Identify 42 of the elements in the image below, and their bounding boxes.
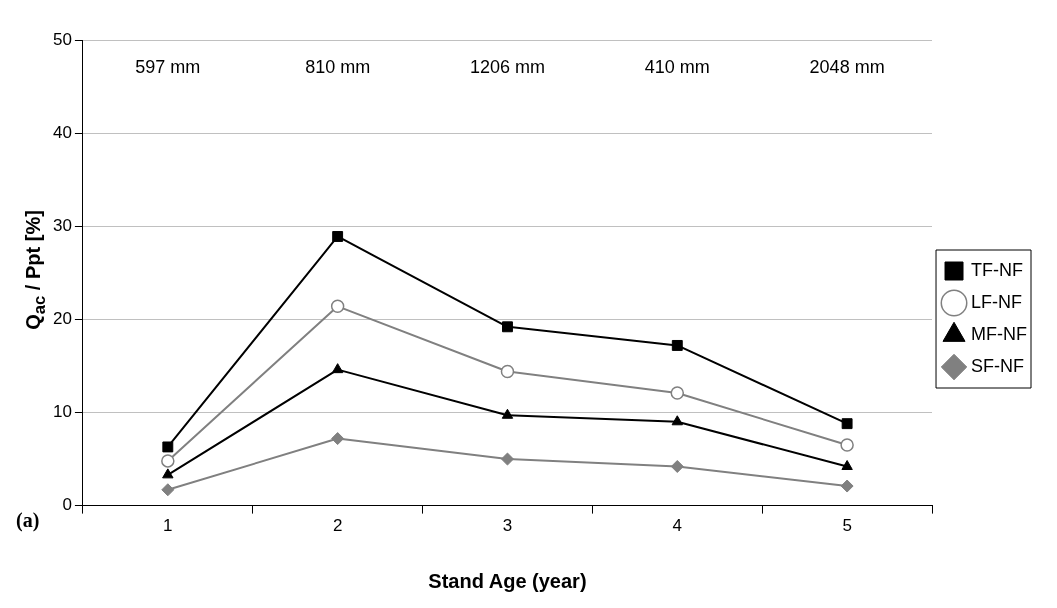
- point: [162, 441, 174, 453]
- point: [332, 231, 344, 242]
- legend-label: LF-NF: [971, 291, 1023, 312]
- point: [162, 468, 174, 479]
- annotation: 597 mm: [135, 56, 201, 77]
- x-axis-title: Stand Age (year): [428, 569, 587, 592]
- annotation: 2048 mm: [809, 56, 885, 77]
- point: [161, 483, 175, 497]
- text: (a): [16, 509, 40, 533]
- x-tick-label: 2: [332, 516, 343, 536]
- y-tick-label: 30: [52, 215, 72, 235]
- point: [161, 454, 175, 468]
- x-tick-label: 5: [842, 516, 852, 536]
- point: [840, 438, 854, 452]
- point: [671, 339, 683, 351]
- point: [670, 459, 684, 473]
- y-tick-label: 20: [52, 309, 72, 329]
- point: [841, 418, 853, 430]
- point: [501, 408, 514, 419]
- legend-label: SF-NF: [971, 355, 1025, 376]
- point: [840, 479, 854, 493]
- point: [841, 459, 853, 470]
- y-tick-label: 50: [52, 29, 72, 49]
- x-tick-label: 1: [163, 516, 173, 536]
- point: [670, 386, 685, 400]
- point: [331, 363, 344, 374]
- y-tick-label: 40: [52, 122, 72, 142]
- y-tick-label: 10: [52, 402, 72, 422]
- y-tick-label: 0: [62, 495, 72, 515]
- legend-label: MF-NF: [971, 323, 1028, 344]
- x-tick-label: 3: [502, 516, 513, 536]
- x-tick-label: 4: [672, 516, 683, 536]
- annotation: 410 mm: [644, 56, 710, 77]
- legend-label: TF-NF: [971, 259, 1024, 280]
- point: [330, 299, 345, 314]
- annotation: 810 mm: [305, 56, 371, 77]
- point: [331, 432, 345, 446]
- point: [671, 415, 683, 426]
- point: [500, 452, 514, 466]
- point: [500, 364, 515, 379]
- annotation: 1206 mm: [469, 56, 545, 77]
- point: [502, 321, 513, 333]
